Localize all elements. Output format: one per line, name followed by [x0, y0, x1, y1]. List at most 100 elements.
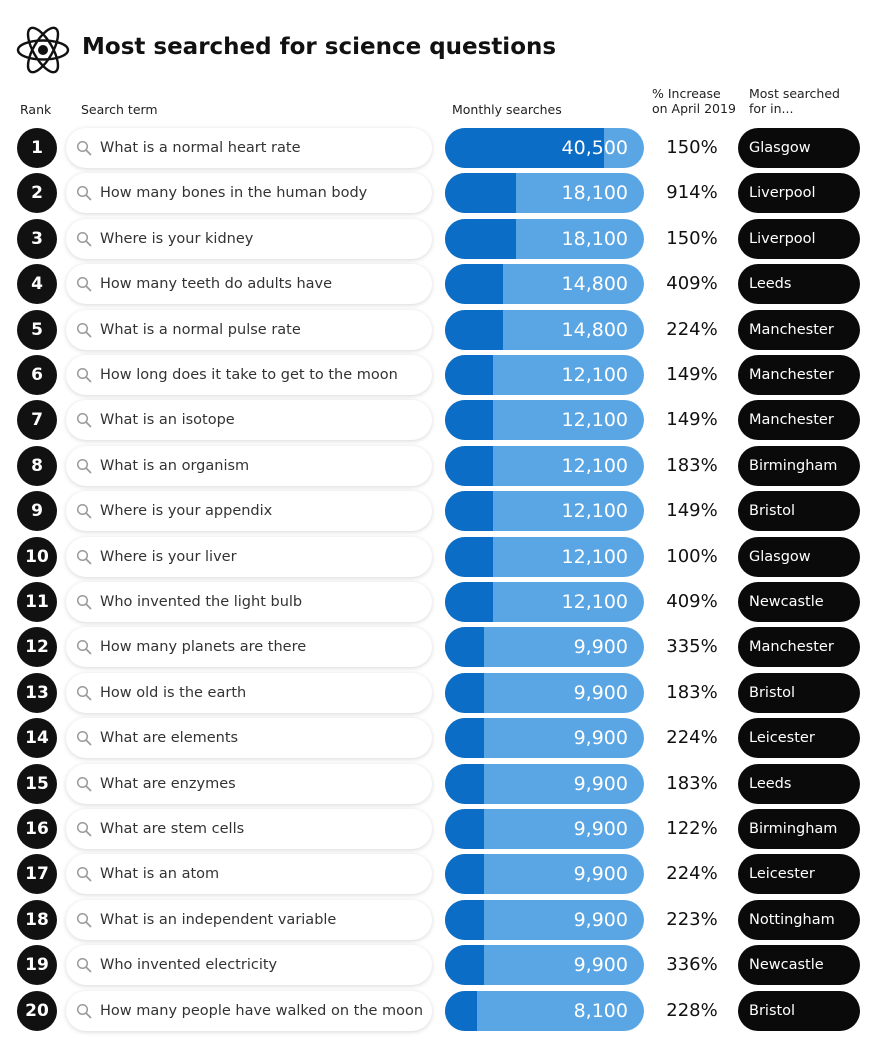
city-badge: Manchester [738, 400, 860, 440]
city-badge: Bristol [738, 491, 860, 531]
monthly-searches-bar: 9,900 [445, 945, 644, 985]
percent-increase: 183% [666, 455, 718, 476]
monthly-searches-value: 9,900 [573, 636, 628, 658]
monthly-searches-bar: 9,900 [445, 900, 644, 940]
percent-increase: 336% [666, 954, 718, 975]
monthly-searches-bar: 18,100 [445, 219, 644, 259]
search-icon [76, 276, 92, 292]
search-term-pill: How old is the earth [66, 673, 432, 713]
table-row: 6 How long does it take to get to the moo… [0, 355, 872, 395]
percent-increase: 223% [666, 909, 718, 930]
search-term-pill: How many people have walked on the moon [66, 991, 432, 1031]
rank-badge: 8 [17, 446, 57, 486]
search-icon [76, 140, 92, 156]
monthly-searches-value: 12,100 [561, 546, 628, 568]
search-term-pill: What is a normal heart rate [66, 128, 432, 168]
monthly-searches-bar-fill [445, 173, 517, 213]
monthly-searches-bar: 9,900 [445, 718, 644, 758]
search-term-pill: Where is your liver [66, 537, 432, 577]
percent-increase: 149% [666, 409, 718, 430]
city-badge: Glasgow [738, 128, 860, 168]
table-row: 16 What are stem cells 9,900 122% Birmingham [0, 809, 872, 849]
monthly-searches-value: 18,100 [561, 228, 628, 250]
search-icon [76, 866, 92, 882]
atom-icon [16, 26, 70, 74]
column-header-increase-line2: on April 2019 [652, 101, 736, 116]
monthly-searches-bar-fill [445, 764, 484, 804]
column-header-city: Most searched for in... [749, 86, 840, 116]
monthly-searches-bar: 9,900 [445, 809, 644, 849]
monthly-searches-bar: 14,800 [445, 310, 644, 350]
search-icon [76, 594, 92, 610]
search-term-pill: What is an organism [66, 446, 432, 486]
search-term-pill: What is an atom [66, 854, 432, 894]
percent-increase: 224% [666, 863, 718, 884]
search-icon [76, 185, 92, 201]
rank-badge: 9 [17, 491, 57, 531]
monthly-searches-value: 12,100 [561, 364, 628, 386]
city-badge: Liverpool [738, 173, 860, 213]
page-title: Most searched for science questions [82, 34, 557, 60]
monthly-searches-bar: 9,900 [445, 854, 644, 894]
search-icon [76, 639, 92, 655]
monthly-searches-bar-fill [445, 991, 477, 1031]
monthly-searches-value: 14,800 [561, 273, 628, 295]
monthly-searches-value: 12,100 [561, 591, 628, 613]
column-header-search-term: Search term [81, 102, 158, 117]
search-term-pill: How many teeth do adults have [66, 264, 432, 304]
search-icon [76, 821, 92, 837]
rank-badge: 2 [17, 173, 57, 213]
monthly-searches-value: 14,800 [561, 319, 628, 341]
search-icon [76, 957, 92, 973]
monthly-searches-value: 9,900 [573, 954, 628, 976]
monthly-searches-bar: 40,500 [445, 128, 644, 168]
search-term-text: How old is the earth [100, 685, 247, 701]
rank-badge: 5 [17, 310, 57, 350]
search-term-text: What is an isotope [100, 412, 235, 428]
monthly-searches-bar: 12,100 [445, 355, 644, 395]
search-icon [76, 1003, 92, 1019]
search-term-text: What is a normal pulse rate [100, 322, 301, 338]
table-row: 17 What is an atom 9,900 224% Leicester [0, 854, 872, 894]
search-term-text: Where is your kidney [100, 231, 254, 247]
monthly-searches-bar-fill [445, 446, 493, 486]
search-term-pill: Who invented electricity [66, 945, 432, 985]
table-row: 13 How old is the earth 9,900 183% Bristol [0, 673, 872, 713]
city-badge: Leeds [738, 764, 860, 804]
rank-badge: 3 [17, 219, 57, 259]
monthly-searches-value: 9,900 [573, 727, 628, 749]
city-badge: Liverpool [738, 219, 860, 259]
table-row: 5 What is a normal pulse rate 14,800 224% Ma… [0, 310, 872, 350]
monthly-searches-bar-fill [445, 809, 484, 849]
search-term-pill: How many planets are there [66, 627, 432, 667]
monthly-searches-value: 18,100 [561, 182, 628, 204]
search-term-text: How many people have walked on the moon [100, 1003, 424, 1019]
monthly-searches-value: 9,900 [573, 773, 628, 795]
rank-badge: 20 [17, 991, 57, 1031]
search-term-pill: How many bones in the human body [66, 173, 432, 213]
monthly-searches-value: 12,100 [561, 409, 628, 431]
city-badge: Manchester [738, 627, 860, 667]
city-badge: Glasgow [738, 537, 860, 577]
percent-increase: 228% [666, 1000, 718, 1021]
rank-badge: 14 [17, 718, 57, 758]
search-term-pill: What are elements [66, 718, 432, 758]
monthly-searches-bar-fill [445, 718, 484, 758]
monthly-searches-bar-fill [445, 627, 484, 667]
rank-badge: 1 [17, 128, 57, 168]
city-badge: Leicester [738, 854, 860, 894]
monthly-searches-bar: 18,100 [445, 173, 644, 213]
percent-increase: 224% [666, 319, 718, 340]
table-row: 12 How many planets are there 9,900 335% Man… [0, 627, 872, 667]
search-term-pill: Who invented the light bulb [66, 582, 432, 622]
table-row: 7 What is an isotope 12,100 149% Manchester [0, 400, 872, 440]
monthly-searches-bar-fill [445, 400, 493, 440]
search-term-text: What is an organism [100, 458, 250, 474]
table-row: 19 Who invented electricity 9,900 336% Newca… [0, 945, 872, 985]
monthly-searches-bar-fill [445, 310, 504, 350]
table-row: 20 How many people have walked on the moo… [0, 991, 872, 1031]
percent-increase: 335% [666, 636, 718, 657]
rank-badge: 4 [17, 264, 57, 304]
search-term-text: What are elements [100, 730, 239, 746]
column-header-monthly-searches: Monthly searches [452, 102, 562, 117]
